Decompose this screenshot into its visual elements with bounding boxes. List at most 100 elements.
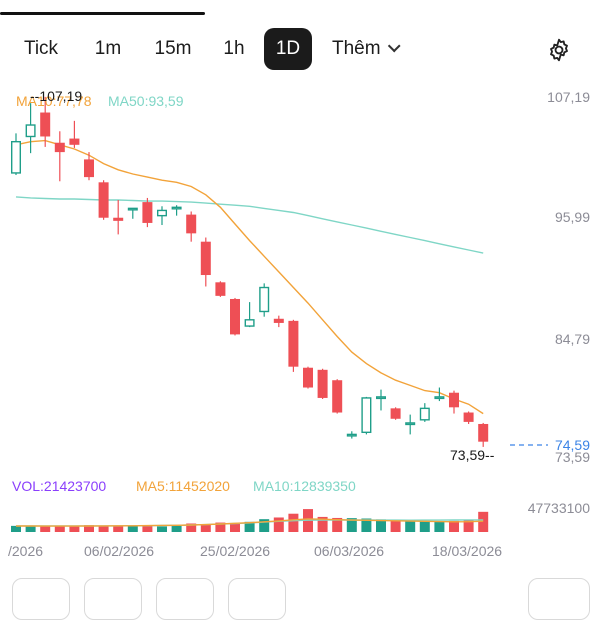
volume-bar bbox=[127, 525, 138, 532]
volume-bar bbox=[40, 526, 51, 532]
volume-bar bbox=[376, 519, 386, 532]
gear-icon[interactable] bbox=[546, 37, 572, 63]
volume-ma10-legend: MA10:12839350 bbox=[253, 478, 356, 494]
candle-body-down bbox=[449, 392, 459, 408]
x-tick-label: 06/02/2026 bbox=[84, 543, 154, 559]
volume-bar bbox=[69, 526, 80, 532]
candle-body-down bbox=[303, 367, 313, 388]
tab-1h[interactable]: 1h bbox=[223, 38, 245, 59]
candlestick-chart[interactable]: 107,19 95,99 84,79 73,59 MA10:77,78 MA50:93,5… bbox=[0, 80, 600, 560]
bottom-toolbar bbox=[0, 578, 600, 620]
more-label: Thêm bbox=[332, 38, 381, 59]
volume-bar bbox=[171, 525, 182, 532]
volume-bar bbox=[142, 526, 153, 532]
candle-body-down bbox=[230, 298, 240, 335]
volume-bar bbox=[84, 525, 94, 532]
candle-body-down bbox=[463, 412, 474, 422]
candle-body-up bbox=[405, 422, 416, 426]
volume-bar bbox=[200, 524, 211, 532]
candle-body-down bbox=[200, 241, 211, 276]
toolbar-button-4[interactable] bbox=[228, 578, 286, 620]
y-tick-label: 73,59 bbox=[555, 449, 590, 465]
more-dropdown[interactable]: Thêm bbox=[332, 28, 401, 70]
high-marker: --107,19 bbox=[30, 88, 82, 104]
tab-1m[interactable]: 1m bbox=[94, 38, 122, 59]
candle-body-down bbox=[84, 159, 94, 178]
tab-1d[interactable]: 1D bbox=[264, 28, 312, 70]
candle-body-down bbox=[186, 214, 197, 234]
ma50-line bbox=[15, 196, 484, 254]
volume-legend: VOL:21423700 bbox=[12, 478, 106, 494]
candle-body-down bbox=[113, 217, 124, 221]
volume-bar bbox=[478, 511, 489, 532]
volume-bar bbox=[449, 520, 459, 532]
ma50-legend: MA50:93,59 bbox=[108, 93, 184, 109]
volume-bar bbox=[317, 516, 328, 532]
candle-body-up bbox=[171, 206, 182, 210]
candle-body-up bbox=[156, 209, 167, 217]
candle-body-down bbox=[288, 320, 299, 367]
y-tick-label: 84,79 bbox=[555, 331, 590, 347]
volume-bar bbox=[463, 519, 474, 532]
candle-body-down bbox=[390, 408, 401, 419]
y-tick-label: 107,19 bbox=[547, 89, 590, 105]
candle-body-down bbox=[317, 369, 328, 398]
fullscreen-button[interactable] bbox=[528, 578, 590, 620]
tab-tick[interactable]: Tick bbox=[23, 38, 59, 59]
candle-body-up bbox=[25, 124, 36, 138]
toolbar-button-1[interactable] bbox=[12, 578, 70, 620]
candle-body-up bbox=[419, 407, 430, 421]
volume-bar bbox=[98, 525, 109, 532]
candle-body-down bbox=[69, 138, 80, 145]
top-indicator bbox=[0, 0, 600, 18]
volume-bar bbox=[273, 517, 284, 532]
x-tick-label: /2026 bbox=[8, 543, 43, 559]
volume-bar bbox=[11, 525, 21, 532]
candle-body-up bbox=[361, 397, 372, 434]
toolbar-button-3[interactable] bbox=[156, 578, 214, 620]
volume-bar bbox=[419, 520, 430, 532]
candle-body-down bbox=[273, 318, 284, 323]
candle-body-down bbox=[332, 380, 343, 413]
candle-body-up bbox=[244, 319, 255, 327]
x-tick-label: 06/03/2026 bbox=[314, 543, 384, 559]
volume-bar bbox=[157, 526, 167, 532]
volume-bar bbox=[54, 525, 65, 532]
x-tick-label: 25/02/2026 bbox=[200, 543, 270, 559]
candle-body-up bbox=[376, 396, 387, 400]
candle-body-up bbox=[127, 207, 138, 211]
x-tick-label: 18/03/2026 bbox=[432, 543, 502, 559]
volume-bar bbox=[288, 513, 299, 532]
ma10-legend: MA10:77,78 bbox=[16, 93, 92, 109]
candle-body-down bbox=[478, 423, 489, 442]
volume-bar bbox=[25, 525, 36, 532]
y-tick-label: 95,99 bbox=[555, 209, 590, 225]
candle-body-down bbox=[40, 112, 51, 137]
tab-15m[interactable]: 15m bbox=[154, 38, 192, 59]
chevron-down-icon bbox=[387, 39, 401, 53]
volume-bar bbox=[113, 525, 124, 532]
volume-max-label: 47733100 bbox=[528, 500, 591, 516]
volume-bar bbox=[434, 521, 445, 532]
candle-body-down bbox=[215, 282, 226, 296]
volume-bar bbox=[259, 519, 270, 532]
candle-body-down bbox=[142, 202, 153, 223]
volume-ma5-legend: MA5:11452020 bbox=[136, 478, 230, 494]
low-marker: 73,59-- bbox=[450, 447, 495, 463]
candle-body-down bbox=[54, 142, 65, 153]
volume-bar bbox=[215, 522, 226, 532]
candle-body-up bbox=[346, 433, 357, 437]
volume-bar bbox=[361, 518, 372, 532]
volume-bar bbox=[346, 518, 357, 532]
current-price-label: 74,59 bbox=[555, 437, 590, 453]
ma10-line bbox=[15, 139, 484, 415]
timeframe-tabs: Tick 1m 15m 1h 1D Thêm bbox=[0, 28, 600, 72]
toolbar-button-2[interactable] bbox=[84, 578, 142, 620]
vol-ma5-line bbox=[16, 518, 484, 527]
volume-bar bbox=[186, 523, 197, 532]
volume-bar bbox=[230, 523, 240, 532]
volume-bar bbox=[244, 521, 255, 532]
candle-body-up bbox=[259, 286, 270, 313]
candle-body-up bbox=[10, 140, 22, 174]
volume-bar bbox=[405, 520, 416, 532]
